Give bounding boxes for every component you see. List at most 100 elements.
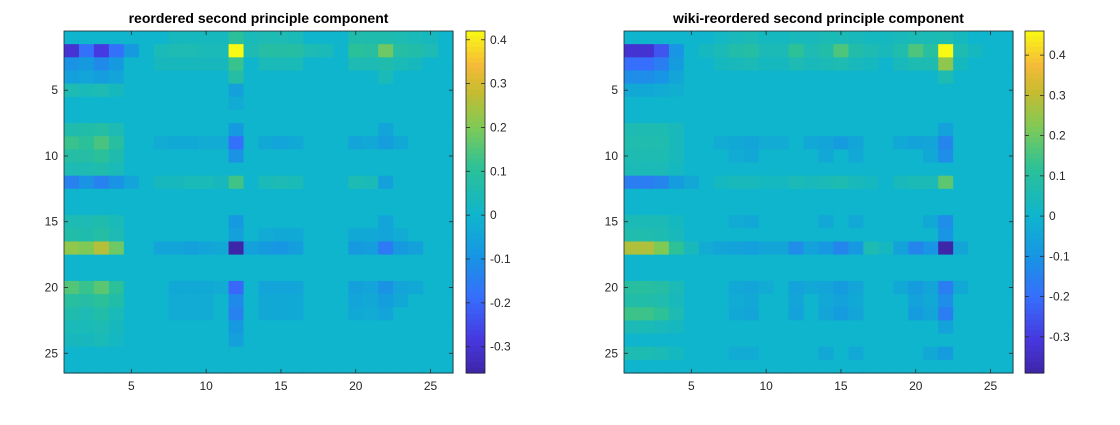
heatmap-cell	[653, 307, 670, 321]
heatmap-cell	[968, 149, 984, 164]
heatmap-cell	[683, 31, 700, 45]
heatmap-cell	[818, 123, 835, 137]
heatmap-cell	[318, 280, 334, 295]
heatmap-cell	[758, 241, 775, 256]
heatmap-cell	[953, 175, 969, 190]
heatmap-cell	[123, 241, 140, 256]
heatmap-cell	[64, 215, 80, 229]
heatmap-cell	[773, 307, 790, 321]
heatmap-cell	[183, 44, 200, 58]
heatmap-cell	[288, 294, 304, 308]
heatmap-cell	[998, 123, 1014, 137]
heatmap-cell	[153, 123, 170, 137]
heatmap-cell	[773, 267, 790, 282]
heatmap-cell	[303, 123, 319, 137]
heatmap-cell	[818, 175, 835, 190]
heatmap-cell	[848, 31, 864, 45]
colorbar-segment	[1025, 95, 1044, 102]
heatmap-cell	[378, 96, 394, 111]
heatmap-cell	[168, 254, 185, 269]
heatmap-cell	[318, 228, 334, 243]
heatmap-cell	[288, 136, 304, 150]
heatmap-cell	[983, 136, 999, 150]
heatmap-cell	[893, 175, 909, 190]
heatmap-cell	[863, 57, 879, 72]
heatmap-cell	[638, 57, 655, 72]
heatmap-cell	[728, 149, 745, 164]
heatmap-cell	[893, 44, 909, 58]
heatmap-cell	[653, 136, 670, 150]
heatmap-cell	[273, 333, 290, 348]
heatmap-cell	[438, 175, 454, 190]
heatmap-cell	[983, 96, 999, 111]
heatmap-cell	[624, 188, 640, 203]
colorbar-segment	[1025, 196, 1044, 203]
heatmap-cell	[818, 307, 835, 321]
heatmap-cell	[64, 149, 80, 164]
heatmap-cell	[393, 359, 409, 374]
heatmap-cell	[983, 149, 999, 164]
heatmap-cell	[408, 83, 424, 98]
heatmap-cell	[318, 109, 334, 124]
heatmap-cell	[108, 44, 125, 58]
heatmap-cell	[168, 333, 185, 348]
heatmap-cell	[378, 359, 394, 374]
heatmap-cell	[683, 136, 700, 150]
heatmap-cell	[243, 123, 260, 137]
colorbar-segment	[466, 68, 485, 75]
heatmap-cell	[378, 83, 394, 98]
plot-frame	[63, 30, 454, 374]
heatmap-cell	[848, 267, 864, 282]
heatmap-cell	[938, 31, 954, 45]
heatmap-cell	[183, 123, 200, 137]
x-tick-label: 25	[424, 379, 438, 393]
heatmap-cell	[438, 254, 454, 269]
heatmap-cell	[953, 188, 969, 203]
heatmap-cell	[743, 241, 760, 256]
heatmap-cell	[423, 109, 439, 124]
colorbar-segment	[1025, 319, 1044, 326]
heatmap-cell	[728, 346, 745, 361]
heatmap-cell	[228, 307, 245, 321]
heatmap-cell	[638, 267, 655, 282]
heatmap-cell	[758, 254, 775, 269]
heatmap-cell	[698, 307, 715, 321]
heatmap-cell	[198, 123, 215, 137]
colorbar-segment	[1025, 298, 1044, 305]
colorbar-frame	[1024, 30, 1045, 374]
heatmap-cell	[788, 228, 805, 243]
heatmap-cell	[108, 228, 125, 243]
heatmap-cell	[108, 175, 125, 190]
heatmap-cell	[923, 136, 939, 150]
colorbar-segment	[1025, 276, 1044, 283]
heatmap-cell	[213, 57, 230, 72]
heatmap-cell	[638, 294, 655, 308]
heatmap-cell	[168, 280, 185, 295]
heatmap-cell	[848, 333, 864, 348]
heatmap-cell	[258, 149, 275, 164]
heatmap-cell	[938, 241, 954, 256]
heatmap-cell	[698, 320, 715, 335]
heatmap-cell	[728, 162, 745, 177]
heatmap-cell	[123, 333, 140, 348]
heatmap-cell	[288, 57, 304, 72]
heatmap-cell	[638, 123, 655, 137]
heatmap-cell	[938, 280, 954, 295]
heatmap-cell	[78, 83, 95, 98]
heatmap-cell	[683, 123, 700, 137]
heatmap-cell	[638, 359, 655, 374]
heatmap-cell	[773, 346, 790, 361]
heatmap-cell	[833, 294, 850, 308]
heatmap-cell	[78, 31, 95, 45]
heatmap-cell	[108, 70, 125, 85]
heatmap-cell	[93, 96, 110, 111]
heatmap-cell	[183, 307, 200, 321]
heatmap-cell	[393, 123, 409, 137]
heatmap-cell	[348, 333, 364, 348]
heatmap-cell	[803, 333, 820, 348]
colorbar-segment	[466, 116, 485, 123]
heatmap-cell	[938, 320, 954, 335]
heatmap-cell	[878, 241, 894, 256]
heatmap-cell	[833, 346, 850, 361]
heatmap-cell	[953, 96, 969, 111]
